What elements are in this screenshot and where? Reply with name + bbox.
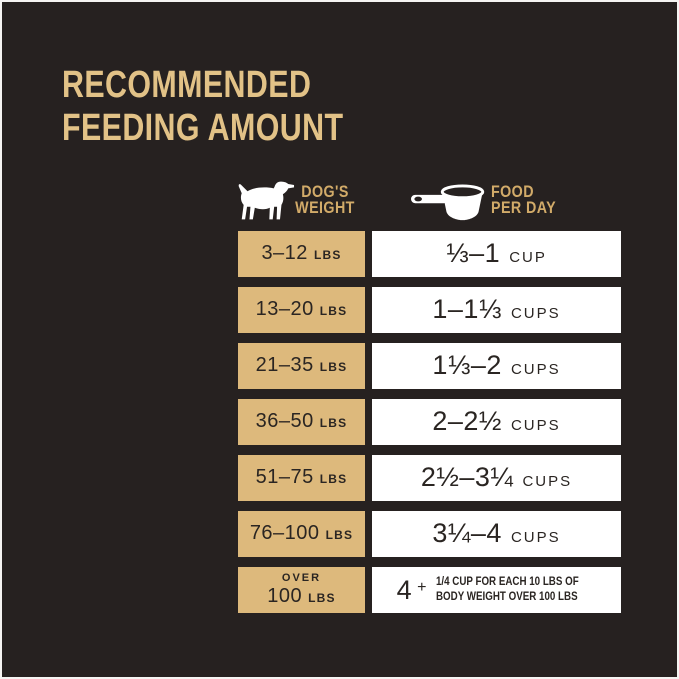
weight-unit: LBS <box>319 416 348 430</box>
table-row: 51–75 LBS 2½–3¼ CUPS <box>2 455 621 501</box>
food-unit: CUPS <box>510 417 561 434</box>
weight-header-line-1: DOG'S <box>301 182 349 201</box>
food-note-line-2: BODY WEIGHT OVER 100 LBS <box>436 591 579 603</box>
food-cell: 1–1⅓ CUPS <box>372 287 621 333</box>
table-row: 36–50 LBS 2–2½ CUPS <box>2 399 621 445</box>
food-unit: CUP <box>509 249 547 266</box>
food-header-line-2: PER DAY <box>491 198 557 217</box>
food-column-header: FOOD PER DAY <box>491 182 557 217</box>
food-unit: CUPS <box>510 305 561 322</box>
table-row: 3–12 LBS ⅓–1 CUP <box>2 231 621 277</box>
food-value: 2½–3¼ <box>420 462 514 492</box>
weight-column-header: DOG'S WEIGHT <box>291 182 358 217</box>
food-unit: CUPS <box>510 529 561 546</box>
plus-sign: + <box>417 579 427 597</box>
weight-unit: LBS <box>319 304 348 318</box>
measuring-cup-icon <box>411 184 485 221</box>
weight-header-line-2: WEIGHT <box>295 198 355 217</box>
food-value: 3¼–4 <box>432 518 502 548</box>
food-value: 1⅓–2 <box>432 350 502 380</box>
weight-value: 76–100 <box>249 522 320 544</box>
food-value: ⅓–1 <box>446 238 501 268</box>
weight-over-label: OVER <box>281 572 322 585</box>
weight-unit: LBS <box>325 528 354 542</box>
weight-cell: 21–35 LBS <box>238 343 365 389</box>
food-cell: ⅓–1 CUP <box>372 231 621 277</box>
table-row: 76–100 LBS 3¼–4 CUPS <box>2 511 621 557</box>
weight-value: 21–35 <box>255 354 314 376</box>
weight-unit: LBS <box>313 248 342 262</box>
weight-cell: 76–100 LBS <box>238 511 365 557</box>
food-note-line-1: 1/4 CUP FOR EACH 10 LBS OF <box>436 576 580 589</box>
food-cell: 2–2½ CUPS <box>372 399 621 445</box>
food-cell: 1⅓–2 CUPS <box>372 343 621 389</box>
weight-value: 100 <box>267 584 303 607</box>
weight-cell: 3–12 LBS <box>238 231 365 277</box>
table-row: OVER 100 LBS 4 + 1/4 CUP FOR EACH 10 LBS … <box>2 567 621 613</box>
weight-value: 3–12 <box>261 242 308 264</box>
food-value: 4 <box>396 574 413 605</box>
weight-cell: 36–50 LBS <box>238 399 365 445</box>
weight-line: 100 LBS <box>238 585 365 608</box>
weight-unit: LBS <box>319 472 348 486</box>
food-cell: 2½–3¼ CUPS <box>372 455 621 501</box>
weight-value: 36–50 <box>255 410 314 432</box>
weight-unit: LBS <box>319 360 348 374</box>
food-unit: CUPS <box>510 361 561 378</box>
food-unit: CUPS <box>522 473 573 490</box>
feeding-table: 3–12 LBS ⅓–1 CUP 13–20 LBS 1–1⅓ CUPS 21–35 LB… <box>2 231 621 613</box>
food-note: 1/4 CUP FOR EACH 10 LBS OF BODY WEIGHT O… <box>436 575 580 605</box>
weight-cell: 51–75 LBS <box>238 455 365 501</box>
food-cell: 4 + 1/4 CUP FOR EACH 10 LBS OF BODY WEIG… <box>372 567 621 613</box>
dog-icon <box>238 181 295 220</box>
title-line-2: FEEDING AMOUNT <box>62 107 344 149</box>
food-value: 1–1⅓ <box>432 294 502 324</box>
weight-value: 51–75 <box>255 466 314 488</box>
table-row: 21–35 LBS 1⅓–2 CUPS <box>2 343 621 389</box>
weight-cell: OVER 100 LBS <box>238 567 365 613</box>
weight-unit: LBS <box>308 590 336 605</box>
title-line-1: RECOMMENDED <box>62 64 312 106</box>
page-title: RECOMMENDED FEEDING AMOUNT <box>62 64 343 150</box>
food-header-line-1: FOOD <box>491 182 534 201</box>
weight-value: 13–20 <box>255 298 314 320</box>
food-value: 2–2½ <box>432 406 502 436</box>
table-row: 13–20 LBS 1–1⅓ CUPS <box>2 287 621 333</box>
food-cell: 3¼–4 CUPS <box>372 511 621 557</box>
weight-cell: 13–20 LBS <box>238 287 365 333</box>
